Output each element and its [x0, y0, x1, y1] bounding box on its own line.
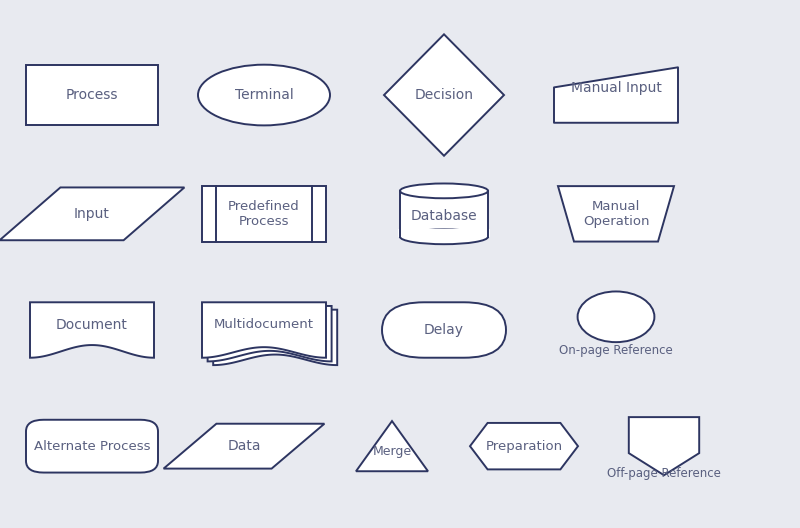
Text: Alternate Process: Alternate Process [34, 440, 150, 452]
Polygon shape [0, 187, 184, 240]
Bar [26, 65, 158, 126]
Text: Predefined
Process: Predefined Process [228, 200, 300, 228]
Text: Manual Input: Manual Input [570, 81, 662, 96]
Text: Preparation: Preparation [486, 440, 562, 452]
Text: Database: Database [410, 210, 478, 223]
Polygon shape [208, 306, 332, 361]
Bar [202, 186, 326, 242]
Text: Merge: Merge [373, 445, 411, 458]
Bar [400, 191, 488, 237]
Ellipse shape [400, 229, 488, 244]
Circle shape [578, 291, 654, 342]
Ellipse shape [400, 184, 488, 199]
FancyBboxPatch shape [26, 420, 158, 473]
Polygon shape [470, 423, 578, 469]
Text: Manual
Operation: Manual Operation [582, 200, 650, 228]
Polygon shape [554, 68, 678, 123]
Bar [398, 229, 490, 237]
Polygon shape [163, 423, 325, 469]
Polygon shape [30, 302, 154, 358]
Text: Terminal: Terminal [234, 88, 294, 102]
Text: Document: Document [56, 318, 128, 332]
Polygon shape [202, 302, 326, 358]
Text: Input: Input [74, 207, 110, 221]
Polygon shape [558, 186, 674, 242]
Text: Off-page Reference: Off-page Reference [607, 467, 721, 480]
FancyBboxPatch shape [382, 302, 506, 358]
Text: Process: Process [66, 88, 118, 102]
Polygon shape [356, 421, 428, 471]
Polygon shape [384, 34, 504, 156]
Text: Decision: Decision [414, 88, 474, 102]
Text: On-page Reference: On-page Reference [559, 344, 673, 356]
Ellipse shape [198, 64, 330, 126]
Text: Data: Data [227, 439, 261, 453]
Text: Delay: Delay [424, 323, 464, 337]
Text: Multidocument: Multidocument [214, 318, 314, 331]
Polygon shape [213, 309, 338, 365]
Polygon shape [629, 417, 699, 475]
